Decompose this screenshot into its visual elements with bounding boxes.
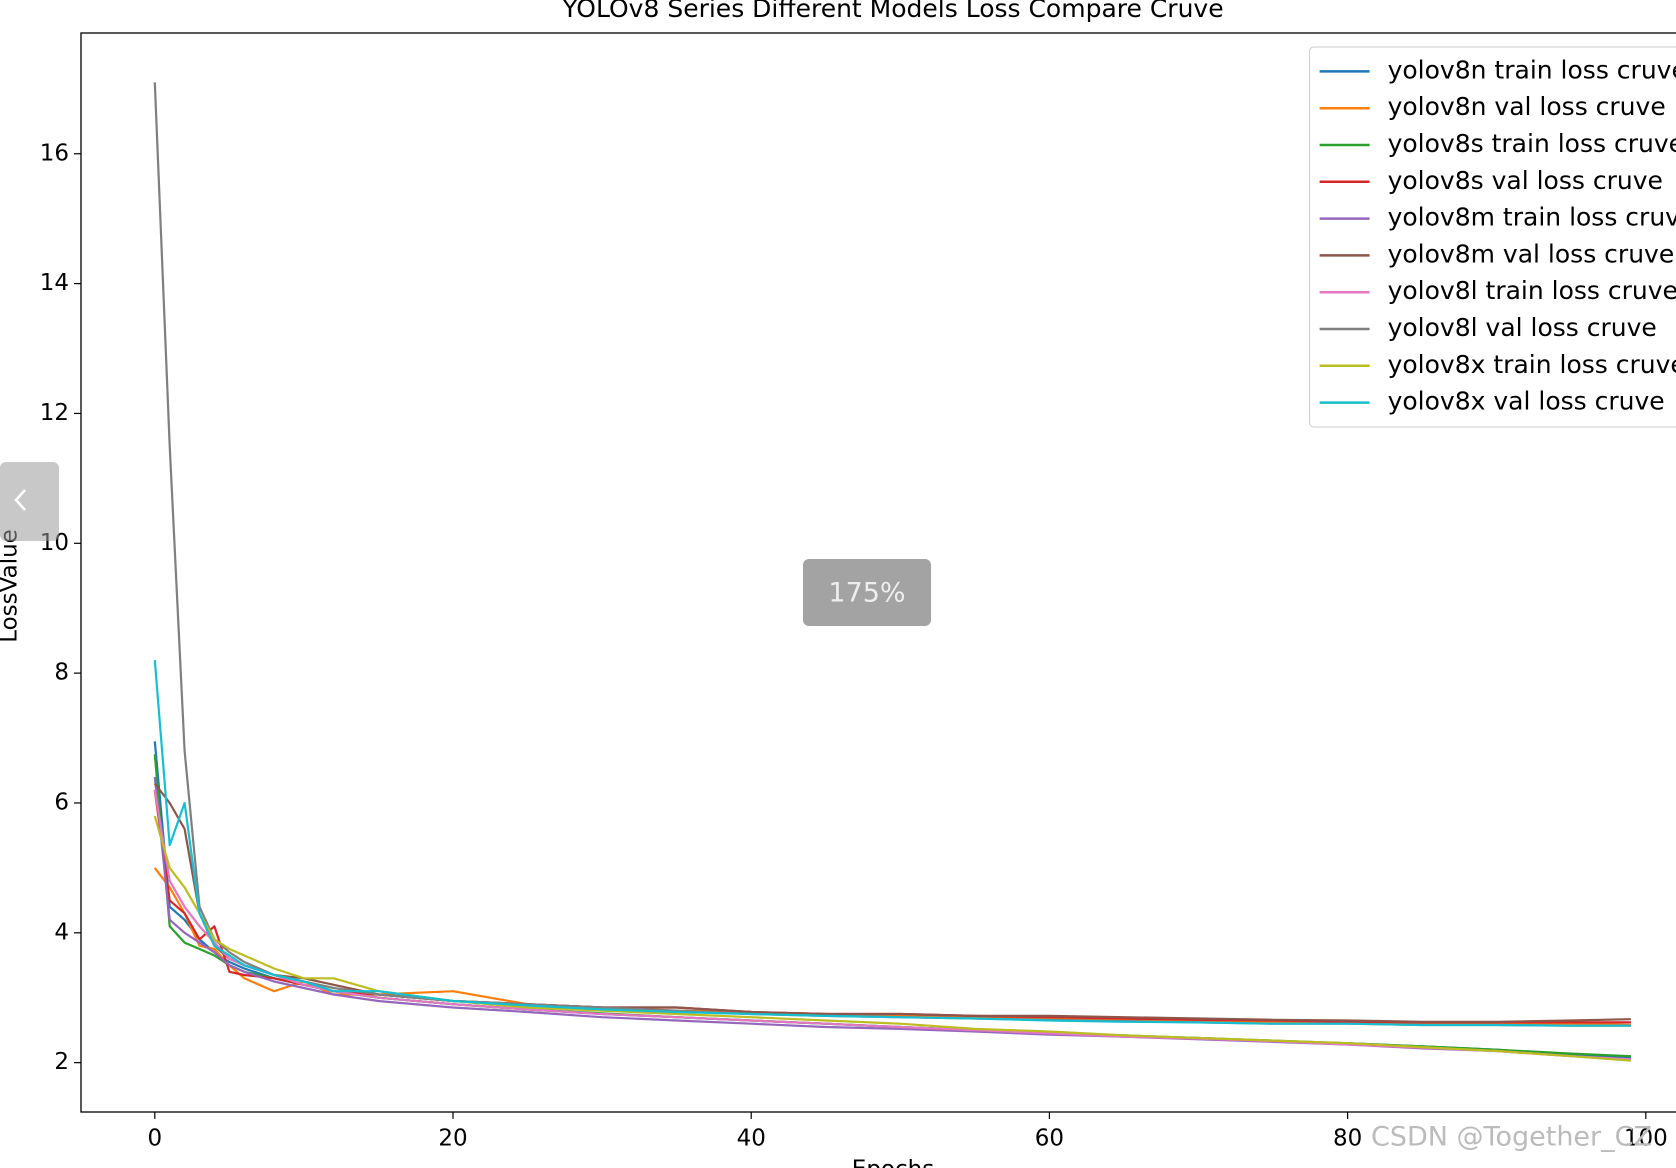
legend-label: yolov8s val loss cruve [1388,166,1663,195]
y-tick-label: 2 [54,1049,69,1075]
x-tick-label: 20 [438,1126,467,1152]
y-tick-label: 6 [54,789,69,815]
legend-label: yolov8x train loss cruve [1388,350,1676,379]
legend-label: yolov8m val loss cruve [1388,239,1675,268]
series-line [153,789,1631,1024]
y-axis-label: LossValue [0,529,23,643]
legend-box [1309,46,1676,428]
series-line [153,754,1631,1058]
x-tick-label: 0 [147,1126,162,1152]
y-tick-label: 8 [54,660,69,686]
legend-label: yolov8n train loss cruve [1388,55,1676,84]
prev-button-bg[interactable] [0,462,59,541]
series-line [153,782,1631,1023]
x-axis-label: Epochs [852,1157,934,1168]
chart-title: YOLOv8 Series Different Models Loss Comp… [561,0,1223,23]
zoom-badge [803,559,931,626]
legend-label: yolov8s train loss cruve [1388,129,1676,158]
legend-label: yolov8n val loss cruve [1388,92,1666,121]
prev-button[interactable] [0,462,59,541]
y-tick-label: 16 [40,140,69,166]
legend: yolov8n train loss cruve yolov8n val loss… [1309,46,1676,428]
series-line [153,815,1631,1062]
y-tick-label: 4 [54,919,69,945]
series-line [153,660,1631,1027]
legend-label: yolov8l train loss cruve [1388,276,1676,305]
legend-label: yolov8x val loss cruve [1388,387,1665,416]
y-tick-label: 12 [40,400,69,426]
watermark: CSDN @Together_CZ [1371,1122,1652,1153]
prev-icon [14,489,26,511]
series-line [153,741,1631,1059]
zoom-label: 175% [828,578,905,609]
y-tick-label: 14 [40,270,69,296]
legend-label: yolov8l val loss cruve [1388,313,1657,342]
x-tick-label: 80 [1333,1126,1362,1152]
x-tick-label: 60 [1035,1126,1064,1152]
legend-label: yolov8m train loss cruve [1388,203,1676,232]
series-line [153,789,1631,1061]
plot-frame [80,32,1676,1113]
x-tick-label: 40 [737,1126,766,1152]
x-tick-label: 100 [1624,1126,1668,1152]
